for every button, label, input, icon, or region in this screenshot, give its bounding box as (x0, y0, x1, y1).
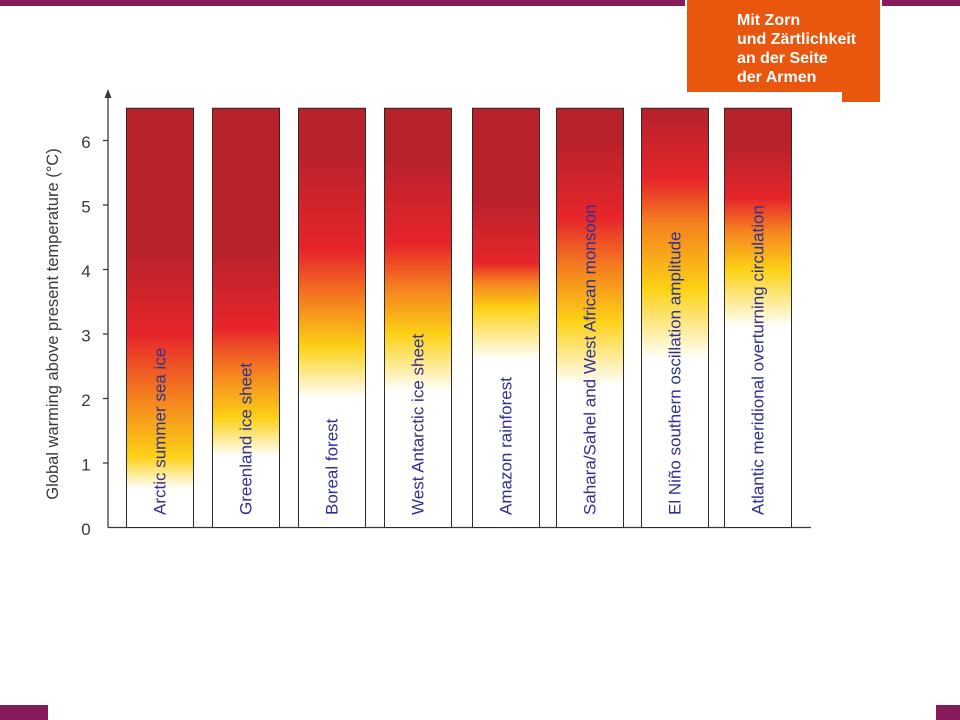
logo-line-3: an der Seite (737, 50, 828, 67)
y-tick-label: 4 (81, 262, 90, 281)
y-tick-label: 0 (81, 520, 90, 539)
logo-box-tab (842, 92, 880, 102)
y-tick-label: 6 (81, 133, 90, 152)
bar-greenland-ice-sheet (212, 107, 280, 528)
bar-sahara-sahel-and-west-african-monsoon (556, 107, 624, 528)
footer-mark-left (0, 705, 48, 720)
top-bar-right (882, 0, 960, 6)
logo-line-2: und Zärtlichkeit (737, 31, 857, 48)
bar-label-greenland-ice-sheet: Greenland ice sheet (237, 363, 256, 515)
bar-arctic-summer-sea-ice (126, 107, 194, 528)
bar-el-nino-southern-oscillation-amplitude (641, 107, 709, 528)
bar-label-arctic-summer-sea-ice: Arctic summer sea ice (151, 348, 170, 515)
top-bar-left (0, 0, 685, 6)
bar-boreal-forest (298, 107, 366, 528)
bar-label-boreal-forest: Boreal forest (323, 418, 342, 515)
logo-text: Mit Zorn und Zärtlichkeit an der Seite d… (737, 11, 856, 87)
logo-box: Mit Zorn und Zärtlichkeit an der Seite d… (687, 0, 880, 92)
footer-mark-right (936, 705, 960, 720)
bar-label-el-nino-southern-oscillation-amplitude: El Niño southern oscillation amplitude (666, 232, 685, 516)
logo-line-1: Mit Zorn (737, 12, 801, 29)
logo-line-4: der Armen (737, 69, 817, 86)
bar-west-antarctic-ice-sheet (384, 107, 452, 528)
bar-label-west-antarctic-ice-sheet: West Antarctic ice sheet (409, 334, 428, 515)
y-tick-label: 1 (81, 456, 90, 475)
bar-label-amazon-rainforest: Amazon rainforest (497, 377, 516, 515)
bar-label-sahara-sahel-and-west-african-monsoon: Sahara/Sahel and West African monsoon (581, 204, 600, 515)
y-tick-label: 2 (81, 391, 90, 410)
y-axis-arrowhead (104, 89, 112, 98)
bar-atlantic-meridional-overturning-circulation (724, 107, 792, 528)
y-axis-label: Global warming above present temperature… (44, 148, 62, 499)
y-tick-label: 5 (81, 198, 90, 217)
y-tick-label: 3 (81, 327, 90, 346)
bar-label-atlantic-meridional-overturning-circulation: Atlantic meridional overturning circulat… (749, 205, 768, 515)
bar-amazon-rainforest (472, 107, 540, 528)
